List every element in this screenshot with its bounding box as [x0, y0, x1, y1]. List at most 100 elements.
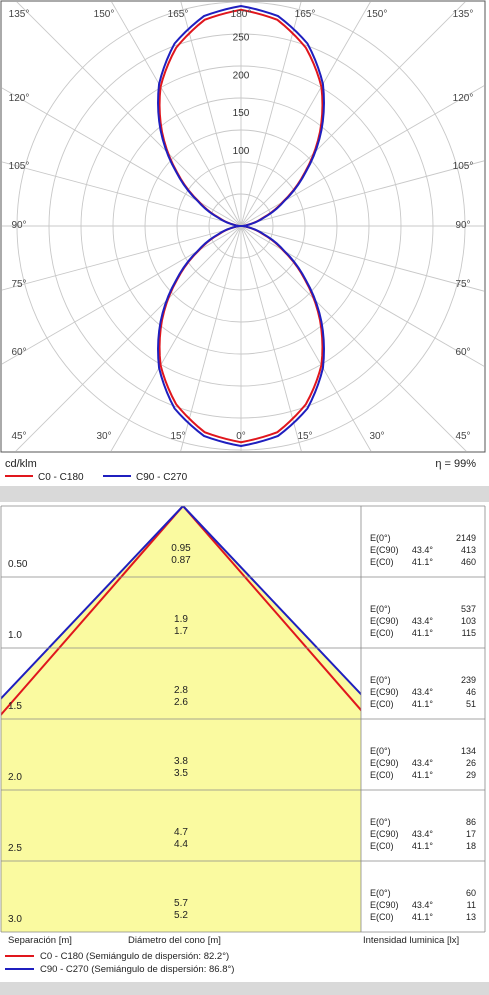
- angle-label-bottom: 30°: [369, 431, 384, 442]
- polar-spoke: [2, 225, 242, 291]
- cone-grid: [0, 505, 486, 933]
- ec0-label: E(C0): [370, 912, 394, 922]
- polar-spoke: [240, 225, 484, 292]
- ec90-label: E(C90): [370, 758, 399, 768]
- radial-tick-label: 250: [233, 32, 250, 43]
- e0-label: E(0°): [370, 746, 391, 756]
- angle-label-right: 105°: [453, 161, 474, 172]
- radial-tick-label: 100: [233, 146, 250, 157]
- ec90-label: E(C90): [370, 616, 399, 626]
- cone-diameter-c0: 2.6: [174, 697, 188, 708]
- angle-label-bottom: 45°: [11, 431, 26, 442]
- polar-spoke: [180, 2, 242, 227]
- polar-spoke: [2, 161, 242, 227]
- ec0-value: 460: [461, 557, 476, 567]
- angle-label-top: 165°: [295, 9, 316, 20]
- separation-value: 1.0: [8, 630, 22, 641]
- ec90-value: 103: [461, 616, 476, 626]
- separation-value: 2.0: [8, 772, 22, 783]
- polar-spoke: [240, 2, 371, 227]
- ec90-angle: 43.4°: [412, 545, 434, 555]
- e0-value: 60: [466, 888, 476, 898]
- e0-label: E(0°): [370, 604, 391, 614]
- polar-spoke: [15, 225, 242, 451]
- ec90-label: E(C90): [370, 687, 399, 697]
- cone-legend: C0 - C180 (Semiángulo de dispersión: 82.…: [5, 951, 234, 975]
- ec90-angle: 43.4°: [412, 758, 434, 768]
- polar-spoke: [2, 87, 242, 227]
- ec90-angle: 43.4°: [412, 687, 434, 697]
- ec90-value: 17: [466, 829, 476, 839]
- cone-legend-label-c90: C90 - C270 (Semiángulo de dispersión: 86…: [40, 964, 234, 975]
- polar-spoke: [110, 225, 242, 451]
- angle-label-top: 135°: [9, 9, 30, 20]
- polar-spoke: [180, 225, 242, 451]
- angle-label-top: 150°: [94, 9, 115, 20]
- angle-label-right: 60°: [455, 347, 470, 358]
- angle-label-bottom: 30°: [96, 431, 111, 442]
- cone-diagram: 0.50 0.950.87 E(0°) 2149 E(C90) 43.4° 413 E(C0)…: [0, 505, 486, 933]
- e0-value: 537: [461, 604, 476, 614]
- cone-text: 0.50 0.950.87 E(0°) 2149 E(C90) 43.4° 413 E(C0)…: [8, 533, 476, 925]
- cone-diameter-c0: 3.5: [174, 768, 188, 779]
- polar-spoke: [240, 225, 372, 451]
- legend-label-c0: C0 - C180: [38, 472, 84, 483]
- angle-label-top: 165°: [168, 9, 189, 20]
- efficiency-label: η = 99%: [435, 458, 476, 470]
- unit-label: cd/klm: [5, 458, 37, 470]
- cone-diameter-c90: 2.8: [174, 685, 188, 696]
- ec90-angle: 43.4°: [412, 900, 434, 910]
- ec0-value: 29: [466, 770, 476, 780]
- polar-chart: 135° 150° 165° 180° 165° 150° 135° 45° 30° 15° 0° 1…: [0, 0, 486, 453]
- cone-diameter-c0: 4.4: [174, 839, 188, 850]
- e0-value: 2149: [456, 533, 476, 543]
- cone-diameter-c90: 5.7: [174, 898, 188, 909]
- polar-spoke: [240, 225, 467, 451]
- polar-spoke: [240, 160, 484, 227]
- angle-label-left: 90°: [11, 220, 26, 231]
- angle-label-bottom: 15°: [170, 431, 185, 442]
- angle-label-left: 60°: [11, 347, 26, 358]
- polar-spoke: [16, 2, 242, 227]
- polar-spoke: [240, 225, 302, 451]
- angle-label-right: 75°: [455, 279, 470, 290]
- polar-spoke: [240, 85, 484, 227]
- series-c90-c270-curve: [157, 4, 325, 448]
- e0-value: 239: [461, 675, 476, 685]
- angle-label-bottom: 0°: [236, 431, 246, 442]
- cone-header: Diámetro del cono [m]: [128, 935, 221, 946]
- polar-spoke: [240, 2, 466, 227]
- cone-diameter-c0: 1.7: [174, 626, 188, 637]
- cone-diameter-c90: 0.95: [171, 543, 191, 554]
- ec0-label: E(C0): [370, 770, 394, 780]
- e0-value: 134: [461, 746, 476, 756]
- polar-legend: C0 - C180 C90 - C270: [5, 472, 188, 483]
- separation-value: 2.5: [8, 843, 22, 854]
- angle-label-right: 120°: [453, 93, 474, 104]
- cone-diameter-c90: 4.7: [174, 827, 188, 838]
- ec0-angle: 41.1°: [412, 699, 434, 709]
- legend-label-c90: C90 - C270: [136, 472, 188, 483]
- angle-label-left: 75°: [11, 279, 26, 290]
- angle-label-top: 150°: [367, 9, 388, 20]
- ec0-value: 115: [462, 628, 476, 638]
- ec0-label: E(C0): [370, 628, 394, 638]
- section-divider-top: [0, 486, 489, 502]
- e0-label: E(0°): [370, 533, 391, 543]
- ec0-angle: 41.1°: [412, 557, 434, 567]
- polar-spoke: [240, 2, 302, 227]
- e0-value: 86: [466, 817, 476, 827]
- angle-label-right: 90°: [455, 220, 470, 231]
- radial-tick-label: 150: [233, 108, 250, 119]
- polar-series: [157, 4, 325, 448]
- ec90-angle: 43.4°: [412, 829, 434, 839]
- ec90-label: E(C90): [370, 545, 399, 555]
- radial-tick-label: 200: [233, 70, 250, 81]
- angle-label-top: 180°: [231, 9, 252, 20]
- separation-value: 0.50: [8, 559, 28, 570]
- cone-diameter-c0: 5.2: [174, 910, 188, 921]
- ec90-label: E(C90): [370, 829, 399, 839]
- ec0-angle: 41.1°: [412, 841, 434, 851]
- polar-spoke: [2, 225, 242, 365]
